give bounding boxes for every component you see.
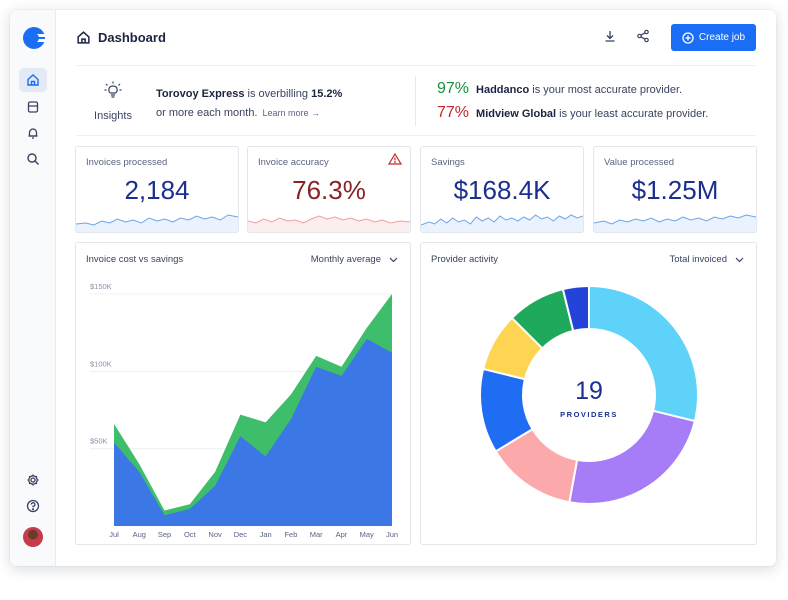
share-icon[interactable] bbox=[636, 29, 650, 43]
x-tick-label: Aug bbox=[133, 530, 146, 539]
overbilling-percent: 15.2% bbox=[311, 88, 343, 100]
create-job-button[interactable]: Create job bbox=[671, 24, 756, 51]
panel-title: Invoice cost vs savings bbox=[86, 254, 184, 265]
metric-dropdown[interactable]: Total invoiced bbox=[669, 254, 744, 265]
x-tick-label: Sep bbox=[158, 530, 171, 539]
provider-name: Midview Global bbox=[476, 108, 557, 120]
insights-bar: Insights Torovoy Express is overbilling … bbox=[76, 66, 756, 136]
kpi-invoice-accuracy[interactable]: Invoice accuracy 76.3% bbox=[247, 146, 411, 233]
area-chart: $50K $100K $150K Jul Aug Sep Oct Nov Dec Jan Feb Ma… bbox=[90, 282, 398, 539]
provider-text: is your most accurate provider. bbox=[529, 84, 683, 96]
y-tick-label: $150K bbox=[90, 282, 112, 291]
donut-chart: 19 PROVIDERS bbox=[479, 284, 699, 505]
chevron-down-icon bbox=[389, 257, 398, 262]
inbox-icon bbox=[27, 101, 39, 113]
help-button[interactable] bbox=[19, 494, 47, 518]
kpi-label: Value processed bbox=[604, 157, 675, 168]
provider-activity-panel: Provider activity Total invoiced 19 PROV… bbox=[420, 242, 757, 545]
settings-button[interactable] bbox=[19, 468, 47, 492]
most-accurate-provider: 97% Haddanco is your most accurate provi… bbox=[437, 80, 682, 98]
breadcrumb: Dashboard bbox=[76, 30, 166, 45]
overbilling-insight: Torovoy Express is overbilling 15.2% or … bbox=[156, 85, 342, 123]
kpi-value: 76.3% bbox=[292, 175, 366, 205]
x-tick-label: Mar bbox=[310, 530, 323, 539]
sidebar-item-inbox[interactable] bbox=[19, 95, 47, 119]
y-tick-label: $100K bbox=[90, 359, 112, 368]
main-area: Dashboard Create job bbox=[56, 10, 776, 566]
kpi-value: $1.25M bbox=[631, 175, 719, 205]
accuracy-percent: 97% bbox=[437, 80, 470, 97]
kpi-label: Savings bbox=[431, 157, 465, 168]
sparkline bbox=[248, 215, 410, 232]
x-tick-label: Feb bbox=[284, 530, 297, 539]
x-tick-label: Oct bbox=[184, 530, 197, 539]
dropdown-value: Monthly average bbox=[310, 254, 381, 265]
provider-text: is your least accurate provider. bbox=[556, 108, 709, 120]
donut-slice[interactable] bbox=[588, 284, 699, 423]
home-icon bbox=[77, 31, 90, 44]
top-bar: Dashboard Create job bbox=[76, 10, 756, 66]
x-tick-label: Dec bbox=[234, 530, 248, 539]
kpi-label: Invoices processed bbox=[86, 157, 168, 168]
logo-icon bbox=[23, 27, 46, 49]
sparkline bbox=[594, 214, 756, 232]
settings-icon bbox=[27, 474, 39, 486]
kpi-value: $168.4K bbox=[453, 175, 551, 205]
least-accurate-provider: 77% Midview Global is your least accurat… bbox=[437, 104, 708, 122]
page-title: Dashboard bbox=[98, 30, 166, 45]
insight-text-end: or more each month. bbox=[156, 107, 258, 119]
sidebar bbox=[10, 10, 56, 566]
warning-icon bbox=[388, 153, 402, 165]
sidebar-item-home[interactable] bbox=[19, 68, 47, 92]
provider-name: Haddanco bbox=[476, 84, 530, 96]
invoice-cost-area bbox=[114, 338, 392, 526]
home-icon bbox=[27, 74, 39, 86]
app-window: Dashboard Create job bbox=[10, 10, 776, 566]
invoice-cost-panel: Invoice cost vs savings Monthly average … bbox=[75, 242, 411, 545]
donut-center-value: 19 bbox=[575, 377, 603, 405]
panel-title: Provider activity bbox=[431, 254, 499, 265]
help-icon bbox=[26, 499, 40, 513]
sidebar-item-search[interactable] bbox=[19, 147, 47, 171]
donut-slice[interactable] bbox=[561, 284, 590, 333]
kpi-savings[interactable]: Savings $168.4K bbox=[420, 146, 584, 233]
insight-text: is overbilling bbox=[244, 88, 312, 100]
insights-heading: Insights bbox=[88, 80, 138, 122]
x-tick-label: Jan bbox=[260, 530, 272, 539]
plus-circle-icon bbox=[682, 31, 694, 44]
search-icon bbox=[27, 153, 39, 165]
donut-center-label: PROVIDERS bbox=[560, 410, 618, 419]
sidebar-item-notifications[interactable] bbox=[19, 121, 47, 145]
chevron-down-icon bbox=[735, 257, 744, 262]
kpi-invoices-processed[interactable]: Invoices processed 2,184 bbox=[75, 146, 239, 233]
divider bbox=[415, 76, 416, 126]
bell-icon bbox=[28, 128, 38, 139]
x-tick-label: Jul bbox=[109, 530, 119, 539]
sparkline bbox=[421, 214, 583, 232]
x-tick-label: Jun bbox=[386, 530, 398, 539]
kpi-value-processed[interactable]: Value processed $1.25M bbox=[593, 146, 757, 233]
x-tick-label: Apr bbox=[336, 530, 348, 539]
lightbulb-icon bbox=[104, 81, 122, 98]
dropdown-value: Total invoiced bbox=[669, 254, 727, 265]
company-name: Torovoy Express bbox=[156, 88, 245, 100]
sparkline bbox=[76, 214, 238, 232]
accuracy-percent: 77% bbox=[437, 104, 470, 121]
learn-more-link[interactable]: Learn more → bbox=[262, 108, 321, 118]
insights-label: Insights bbox=[94, 110, 132, 122]
donut-slice[interactable] bbox=[568, 409, 697, 505]
kpi-value: 2,184 bbox=[124, 175, 190, 205]
period-dropdown[interactable]: Monthly average bbox=[311, 254, 398, 265]
download-icon[interactable] bbox=[603, 29, 617, 43]
kpi-label: Invoice accuracy bbox=[258, 157, 329, 168]
create-job-label: Create job bbox=[698, 32, 746, 43]
x-tick-label: May bbox=[360, 530, 374, 539]
y-tick-label: $50K bbox=[90, 437, 108, 446]
avatar[interactable] bbox=[23, 527, 43, 547]
x-tick-label: Nov bbox=[208, 530, 222, 539]
